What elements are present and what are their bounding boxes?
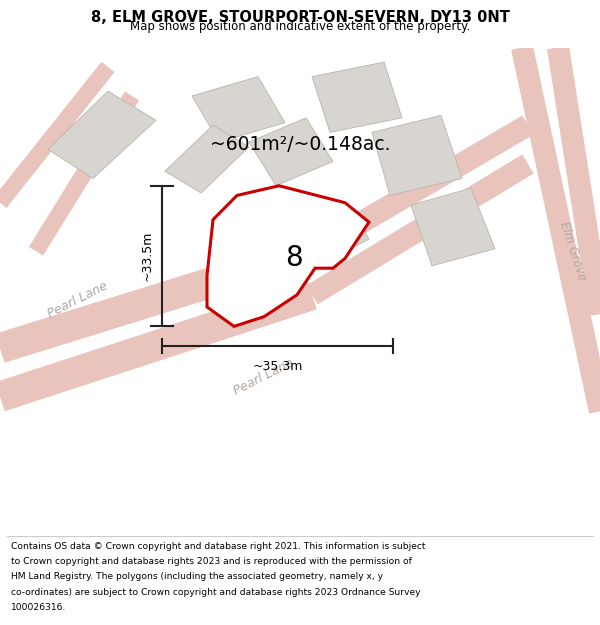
Text: Pearl Lane: Pearl Lane bbox=[232, 357, 296, 398]
Text: to Crown copyright and database rights 2023 and is reproduced with the permissio: to Crown copyright and database rights 2… bbox=[11, 557, 412, 566]
Text: ~601m²/~0.148ac.: ~601m²/~0.148ac. bbox=[210, 135, 391, 154]
Polygon shape bbox=[249, 118, 333, 186]
Polygon shape bbox=[48, 91, 156, 179]
Text: Contains OS data © Crown copyright and database right 2021. This information is : Contains OS data © Crown copyright and d… bbox=[11, 542, 425, 551]
Text: co-ordinates) are subject to Crown copyright and database rights 2023 Ordnance S: co-ordinates) are subject to Crown copyr… bbox=[11, 588, 420, 596]
Text: ~35.3m: ~35.3m bbox=[253, 361, 302, 373]
Polygon shape bbox=[411, 188, 495, 266]
Text: ~33.5m: ~33.5m bbox=[140, 231, 154, 281]
Polygon shape bbox=[372, 116, 462, 196]
Polygon shape bbox=[312, 62, 402, 132]
Polygon shape bbox=[207, 186, 369, 326]
Text: Elm Grove: Elm Grove bbox=[557, 220, 589, 282]
Text: HM Land Registry. The polygons (including the associated geometry, namely x, y: HM Land Registry. The polygons (includin… bbox=[11, 572, 383, 581]
Text: 8: 8 bbox=[285, 244, 303, 272]
Text: 8, ELM GROVE, STOURPORT-ON-SEVERN, DY13 0NT: 8, ELM GROVE, STOURPORT-ON-SEVERN, DY13 … bbox=[91, 11, 509, 26]
Polygon shape bbox=[192, 77, 285, 142]
Polygon shape bbox=[321, 213, 369, 256]
Text: Pearl Lane: Pearl Lane bbox=[46, 279, 110, 321]
Polygon shape bbox=[165, 125, 249, 193]
Text: 100026316.: 100026316. bbox=[11, 602, 66, 612]
Text: Map shows position and indicative extent of the property.: Map shows position and indicative extent… bbox=[130, 20, 470, 33]
